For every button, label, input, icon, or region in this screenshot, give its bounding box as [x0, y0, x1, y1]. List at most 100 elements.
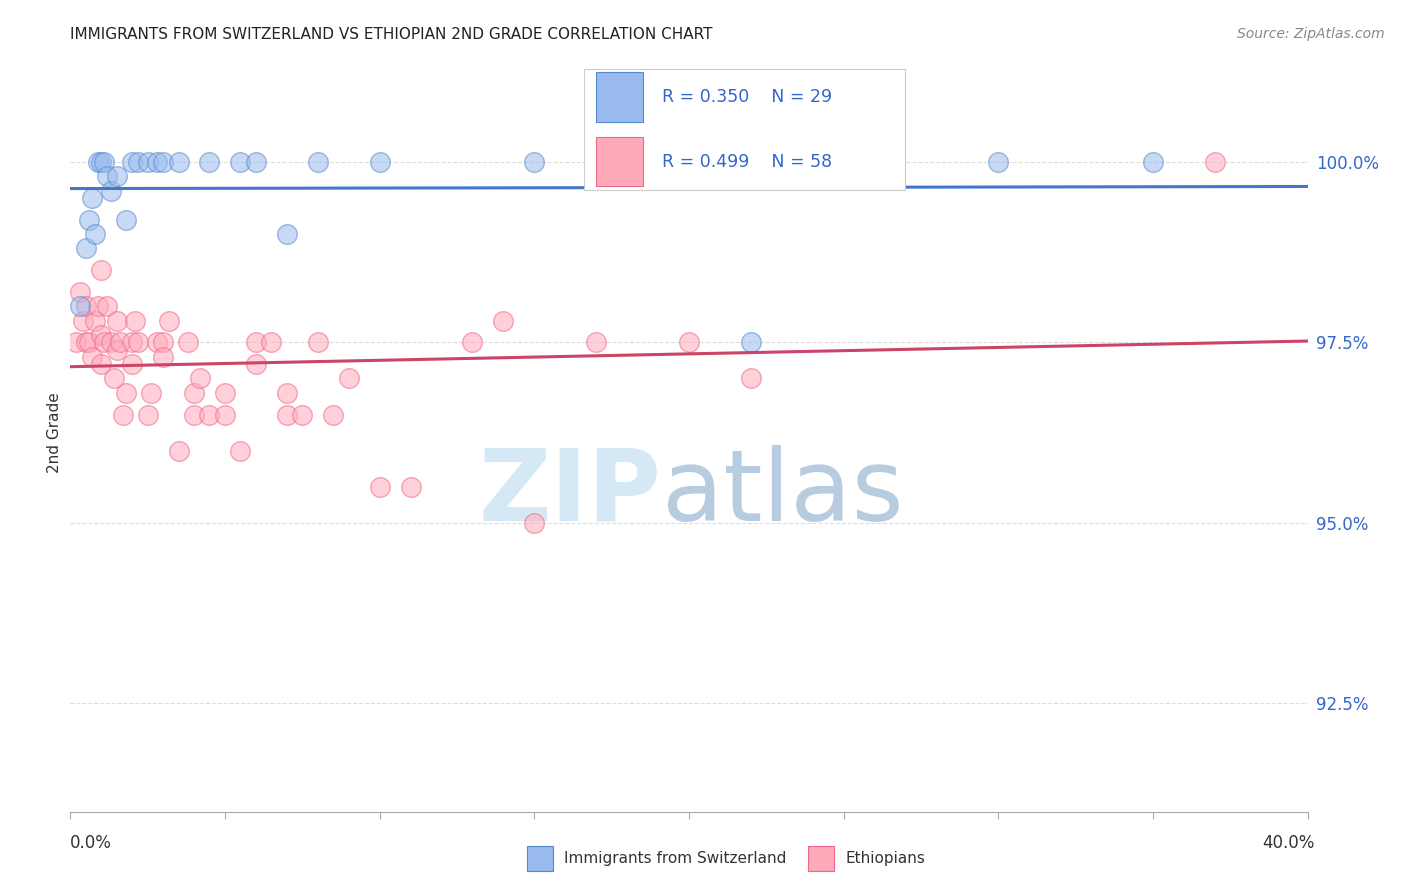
- Point: [492, 314, 515, 328]
- Text: Ethiopians: Ethiopians: [845, 851, 925, 865]
- Point: [75, 242, 97, 256]
- Point: [337, 371, 360, 385]
- Point: [177, 335, 200, 350]
- Text: R = 0.499    N = 58: R = 0.499 N = 58: [662, 153, 832, 170]
- Point: [1142, 154, 1164, 169]
- Point: [90, 154, 112, 169]
- Point: [214, 385, 236, 400]
- Point: [198, 408, 221, 422]
- Point: [146, 335, 169, 350]
- Point: [72, 314, 94, 328]
- Point: [276, 385, 298, 400]
- Point: [1204, 154, 1226, 169]
- Point: [121, 357, 143, 371]
- Text: 0.0%: 0.0%: [70, 834, 112, 852]
- Text: 40.0%: 40.0%: [1263, 834, 1315, 852]
- Point: [121, 335, 143, 350]
- Point: [136, 154, 159, 169]
- Point: [245, 335, 267, 350]
- Point: [152, 335, 174, 350]
- Point: [291, 408, 314, 422]
- Point: [368, 154, 391, 169]
- Point: [167, 443, 190, 458]
- Point: [399, 480, 422, 494]
- Text: Source: ZipAtlas.com: Source: ZipAtlas.com: [1237, 27, 1385, 41]
- Point: [616, 154, 638, 169]
- Point: [77, 335, 100, 350]
- Text: Immigrants from Switzerland: Immigrants from Switzerland: [564, 851, 786, 865]
- Point: [108, 335, 131, 350]
- Point: [740, 371, 762, 385]
- Text: ZIP: ZIP: [479, 445, 662, 541]
- Point: [183, 385, 205, 400]
- Point: [87, 299, 110, 313]
- Point: [368, 480, 391, 494]
- Point: [523, 154, 546, 169]
- Point: [157, 314, 180, 328]
- Point: [678, 335, 700, 350]
- Point: [183, 408, 205, 422]
- Point: [139, 385, 162, 400]
- Point: [136, 408, 159, 422]
- Point: [93, 154, 115, 169]
- Point: [146, 154, 169, 169]
- Point: [87, 154, 110, 169]
- Point: [75, 299, 97, 313]
- Text: R = 0.350    N = 29: R = 0.350 N = 29: [662, 88, 832, 106]
- Point: [77, 212, 100, 227]
- Point: [65, 335, 87, 350]
- Point: [127, 335, 149, 350]
- Point: [121, 154, 143, 169]
- Point: [214, 408, 236, 422]
- Point: [152, 350, 174, 364]
- Point: [69, 299, 91, 313]
- Point: [245, 357, 267, 371]
- Point: [307, 335, 329, 350]
- Point: [93, 335, 115, 350]
- Point: [987, 154, 1010, 169]
- Point: [90, 357, 112, 371]
- Point: [260, 335, 283, 350]
- Point: [276, 227, 298, 241]
- Point: [198, 154, 221, 169]
- Point: [585, 335, 607, 350]
- Point: [229, 154, 252, 169]
- Point: [105, 169, 128, 184]
- Point: [96, 169, 118, 184]
- Bar: [583, 69, 905, 190]
- Point: [461, 335, 484, 350]
- Bar: [596, 72, 643, 122]
- Bar: [596, 137, 643, 186]
- Point: [105, 343, 128, 357]
- Text: atlas: atlas: [662, 445, 903, 541]
- Point: [80, 350, 103, 364]
- Y-axis label: 2nd Grade: 2nd Grade: [46, 392, 62, 473]
- Point: [115, 385, 138, 400]
- Point: [127, 154, 149, 169]
- Point: [188, 371, 211, 385]
- Point: [245, 154, 267, 169]
- Point: [276, 408, 298, 422]
- Point: [75, 335, 97, 350]
- Text: IMMIGRANTS FROM SWITZERLAND VS ETHIOPIAN 2ND GRADE CORRELATION CHART: IMMIGRANTS FROM SWITZERLAND VS ETHIOPIAN…: [70, 27, 713, 42]
- Point: [69, 285, 91, 299]
- Point: [84, 314, 107, 328]
- Point: [124, 314, 146, 328]
- Point: [90, 328, 112, 343]
- Point: [167, 154, 190, 169]
- Point: [115, 212, 138, 227]
- Point: [740, 335, 762, 350]
- Point: [90, 263, 112, 277]
- Point: [103, 371, 125, 385]
- Point: [84, 227, 107, 241]
- Point: [152, 154, 174, 169]
- Point: [111, 408, 134, 422]
- Point: [96, 299, 118, 313]
- Point: [523, 516, 546, 530]
- Point: [307, 154, 329, 169]
- Point: [105, 314, 128, 328]
- Point: [100, 184, 122, 198]
- Point: [100, 335, 122, 350]
- Point: [80, 191, 103, 205]
- Point: [229, 443, 252, 458]
